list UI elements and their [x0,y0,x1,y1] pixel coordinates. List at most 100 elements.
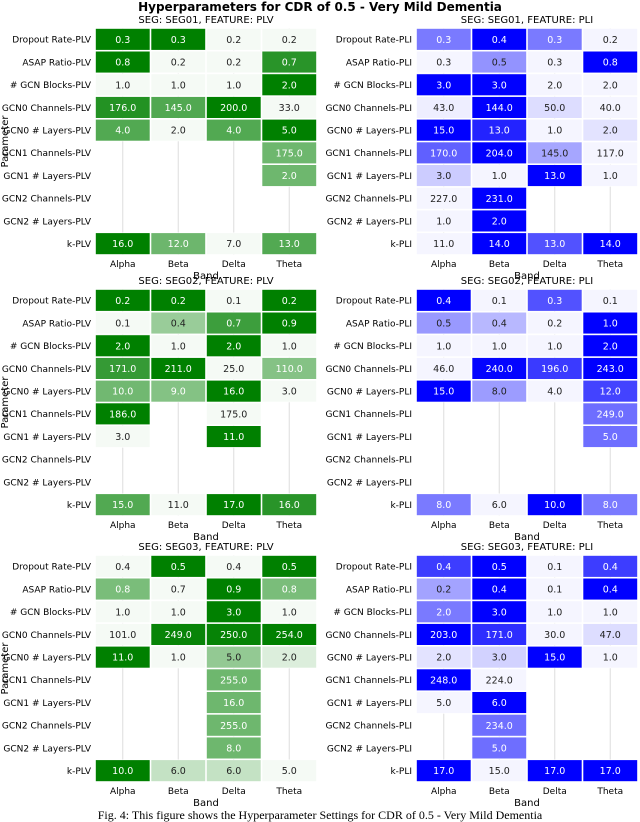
cell-value-label: 1.0 [492,171,507,182]
heatmap-cell [206,493,262,516]
heatmap-cell [471,141,527,165]
row-tick-label: Dropout Rate-PLI [336,297,412,307]
heatmap-cell [527,232,583,255]
cell-value-label: 0.3 [436,35,451,46]
cell-value-label: 0.3 [171,35,186,46]
cell-value-label: 10.0 [544,500,565,511]
heatmap-cell [261,759,317,782]
heatmap-panel-6: SEG: SEG03, FEATURE: PLI 0.4 0.5 0.1 0.4 Drop… [325,542,638,806]
cell-value-label: 5.0 [492,743,507,754]
cell-value-label: 40.0 [600,103,621,114]
heatmap-cell [261,577,317,601]
heatmap-cell [582,334,638,357]
cell-value-label: 12.0 [168,239,189,250]
cell-value-label: 170.0 [430,148,457,159]
heatmap-cell [150,289,206,312]
heatmap-cell [416,334,472,357]
heatmap-cell [150,311,206,335]
row-tick-label: ASAP Ratio-PLV [22,319,91,329]
cell-value-label: 3.0 [115,432,130,443]
heatmap-cell [206,96,262,119]
heatmap-cell [95,119,151,142]
cell-value-label: 4.0 [226,126,241,137]
heatmap-cell [416,96,472,119]
heatmap-cell [471,714,527,737]
cell-value-label: 0.4 [436,296,451,307]
heatmap-cell [582,759,638,782]
heatmap-cell [416,187,472,210]
cell-value-label: 1.0 [115,607,130,618]
heatmap-cell [527,141,583,165]
row-tick-label: ASAP Ratio-PLI [346,319,412,329]
cell-value-label: 0.4 [603,562,618,573]
row-tick-label: # GCN Blocks-PLI [333,342,412,352]
cell-value-label: 0.1 [547,585,562,596]
cell-value-label: 224.0 [486,675,513,686]
heatmap-cell [95,289,151,312]
cell-value-label: 2.0 [603,341,618,352]
cell-value-label: 0.2 [436,585,451,596]
heatmap-cell [527,28,583,51]
heatmap-cell [150,555,206,578]
cell-value-label: 17.0 [223,500,244,511]
heatmap-cell [582,577,638,601]
heatmap-cell [582,28,638,51]
heatmap-cell [471,119,527,142]
x-axis-label: Band [193,532,219,543]
heatmap-cell [206,119,262,142]
cell-value-label: 6.0 [226,766,241,777]
heatmap-cell [95,28,151,51]
cell-value-label: 175.0 [220,409,247,420]
row-tick-label: k-PLV [67,501,92,511]
heatmap-cell [150,119,206,142]
heatmap-cell [471,209,527,233]
heatmap-cell [261,289,317,312]
column-tick-label: Theta [596,521,623,531]
heatmap-cell [416,555,472,578]
x-axis-label: Band [514,532,540,543]
cell-value-label: 0.2 [115,296,130,307]
heatmap-cell [150,357,206,380]
cell-value-label: 145.0 [165,103,192,114]
heatmap-cell [206,736,262,760]
column-tick-label: Beta [489,521,510,531]
row-tick-label: k-PLV [67,240,92,250]
cell-value-label: 0.8 [282,585,297,596]
cell-value-label: 1.0 [603,607,618,618]
y-axis-label: Parameter [0,376,11,429]
cell-value-label: 13.0 [544,239,565,250]
cell-value-label: 0.7 [282,58,297,69]
row-tick-label: GCN2 Channels-PLI [325,456,412,466]
heatmap-cell [416,691,472,714]
cell-value-label: 6.0 [171,766,186,777]
cell-value-label: 2.0 [436,607,451,618]
cell-value-label: 2.0 [282,171,297,182]
heatmap-cell [150,623,206,646]
row-tick-label: GCN0 # Layers-PLI [327,126,412,136]
cell-value-label: 211.0 [165,364,192,375]
heatmap-cell [261,623,317,646]
cell-value-label: 0.1 [492,296,507,307]
heatmap-cell [206,759,262,782]
heatmap-cell [527,164,583,187]
heatmap-cell [150,645,206,669]
cell-value-label: 1.0 [492,341,507,352]
cell-value-label: 15.0 [433,126,454,137]
cell-value-label: 0.5 [282,562,297,573]
cell-value-label: 248.0 [430,675,457,686]
cell-value-label: 249.0 [165,630,192,641]
cell-value-label: 8.0 [492,387,507,398]
row-tick-label: GCN1 Channels-PLI [325,676,412,686]
heatmap-cell [416,119,472,142]
cell-value-label: 16.0 [223,698,244,709]
column-tick-label: Beta [168,787,189,797]
row-tick-label: GCN1 Channels-PLI [325,410,412,420]
cell-value-label: 0.3 [547,296,562,307]
heatmap-cell [261,73,317,96]
heatmap-cell [261,50,317,74]
cell-value-label: 43.0 [433,103,454,114]
heatmap-cell [416,759,472,782]
cell-value-label: 9.0 [171,387,186,398]
cell-value-label: 1.0 [603,319,618,330]
